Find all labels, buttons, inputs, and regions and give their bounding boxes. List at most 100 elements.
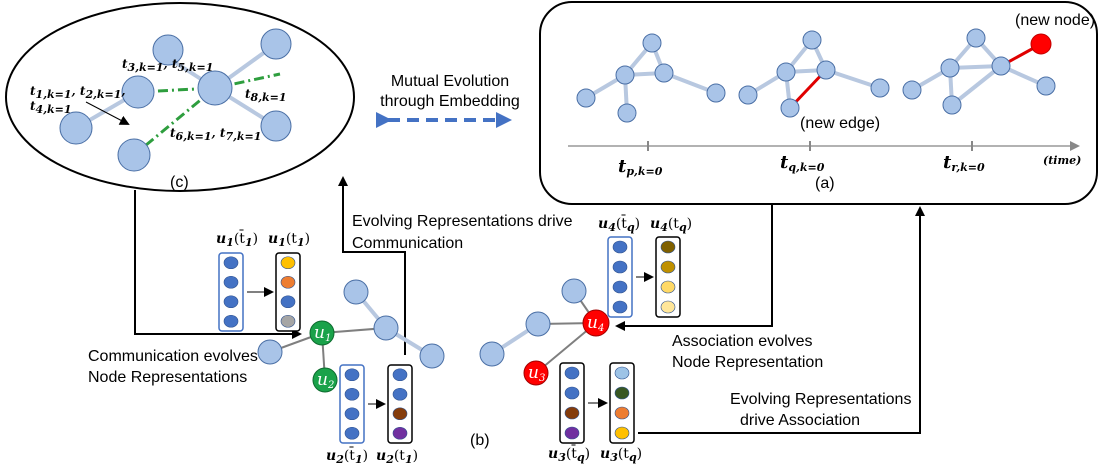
vector-cell bbox=[612, 280, 628, 294]
graph-node bbox=[776, 62, 796, 82]
vector-to-ellipse-arrow bbox=[338, 176, 406, 355]
new-edge-label: (new edge) bbox=[800, 115, 880, 132]
vector-cell bbox=[223, 295, 239, 309]
connectors bbox=[134, 176, 925, 434]
graph-node bbox=[1036, 76, 1056, 96]
u3-to-panel-a-arrow bbox=[638, 206, 925, 434]
vector-cell bbox=[280, 295, 296, 309]
node-u2 bbox=[312, 367, 338, 393]
graph-node bbox=[902, 80, 922, 100]
vector-cell bbox=[564, 366, 580, 380]
graph-node bbox=[257, 339, 283, 365]
vector-cell bbox=[612, 300, 628, 314]
node-u1-label: u1 bbox=[314, 323, 331, 344]
evolving-assoc-label: drive Association bbox=[740, 412, 860, 429]
graph-node bbox=[991, 56, 1011, 76]
graph-node bbox=[780, 98, 800, 118]
node-u4 bbox=[582, 309, 610, 337]
vector-label-u2-curr: u2(t1) bbox=[376, 448, 418, 466]
vector-cell bbox=[280, 314, 296, 328]
assoc-evolves-label: Association evolves bbox=[672, 333, 813, 350]
graph-node bbox=[479, 341, 505, 367]
node-u1 bbox=[309, 320, 335, 346]
graph-node bbox=[816, 60, 836, 80]
vector-cell bbox=[392, 368, 408, 382]
comm-evolves-label: Communication evolves bbox=[88, 348, 258, 365]
vector-u3-prev bbox=[559, 362, 585, 444]
vector-label-u2-prev: u2(t̄1) bbox=[326, 446, 368, 466]
graph-node bbox=[706, 83, 726, 103]
comm-event-label: t3,k=1, t5,k=1 bbox=[122, 57, 213, 74]
node-u3-label: u3 bbox=[528, 363, 545, 384]
graph-node bbox=[117, 138, 151, 172]
graph-node bbox=[942, 95, 962, 115]
mutual-evolution-label: Mutual Evolution bbox=[391, 73, 509, 90]
vector-u4-prev bbox=[607, 236, 633, 318]
node-u2-label: u2 bbox=[317, 370, 334, 391]
vector-cell bbox=[223, 256, 239, 270]
vector-u2-prev bbox=[339, 364, 365, 444]
comm-arrow bbox=[85, 101, 130, 125]
vector-cell bbox=[392, 407, 408, 421]
graph-node bbox=[642, 33, 662, 53]
graph-node bbox=[870, 78, 890, 98]
graph-node bbox=[260, 110, 292, 142]
time-label: (time) bbox=[1043, 154, 1081, 167]
comm-event-label: t6,k=1, t7,k=1 bbox=[170, 126, 261, 143]
vector-cell bbox=[392, 387, 408, 401]
snapshot-r-nodes bbox=[902, 28, 1056, 115]
assoc-evolves-label: Node Representation bbox=[672, 354, 823, 371]
vector-label-u3-prev: u3(t̄q) bbox=[548, 444, 590, 464]
ellipse-to-u1-arrow bbox=[134, 190, 302, 339]
graph-b-left: u1 u2 bbox=[257, 279, 445, 393]
snapshot-p-nodes bbox=[576, 33, 726, 123]
node-u4-label: u4 bbox=[587, 313, 604, 334]
vector-u4-curr bbox=[655, 236, 681, 318]
vector-cell bbox=[344, 387, 360, 401]
graph-node bbox=[576, 88, 596, 108]
vector-cell bbox=[612, 260, 628, 274]
graph-node bbox=[152, 34, 184, 66]
vector-cell bbox=[660, 280, 676, 294]
graph-node bbox=[738, 85, 758, 105]
vector-cell bbox=[564, 426, 580, 440]
graph-node bbox=[373, 315, 399, 341]
graph-node bbox=[617, 103, 637, 123]
evolving-comm-label: Communication bbox=[352, 235, 463, 252]
vector-u2-curr bbox=[387, 364, 413, 444]
panel-b-label: (b) bbox=[470, 432, 490, 449]
panel-c: t1,k=1, t2,k=1, t4,k=1 t3,k=1, t5,k=1 t8… bbox=[5, 2, 355, 192]
vector-cell bbox=[660, 260, 676, 274]
vector-cell bbox=[564, 386, 580, 400]
new-node bbox=[1030, 33, 1052, 55]
mutual-evolution: Mutual Evolution through Embedding bbox=[376, 73, 520, 128]
comm-evolves-label: Node Representations bbox=[88, 369, 247, 386]
graph-node bbox=[197, 70, 233, 106]
graph-node bbox=[940, 58, 960, 78]
new-node-label: (new node) bbox=[1015, 12, 1095, 29]
vector-cell bbox=[280, 275, 296, 289]
graph-node bbox=[615, 65, 635, 85]
graph-node bbox=[654, 63, 674, 83]
timeline-label-p: tp,k=0 bbox=[618, 156, 663, 178]
vector-u1-prev bbox=[218, 252, 244, 332]
graph-node bbox=[966, 28, 986, 48]
node-u3 bbox=[523, 360, 549, 386]
vector-cell bbox=[660, 240, 676, 254]
vector-label-u4-prev: u4(t̄q) bbox=[598, 214, 640, 234]
vector-label-u4-curr: u4(tq) bbox=[650, 216, 692, 234]
panel-a: (new edge) (new node) tp,k=0 bbox=[539, 1, 1098, 205]
graph-node bbox=[121, 75, 155, 109]
vector-label-u1-prev: u1(t̄1) bbox=[216, 229, 258, 249]
comm-event-label: t8,k=1 bbox=[245, 87, 287, 104]
vector-u3-curr bbox=[609, 362, 635, 444]
panel-c-label: (c) bbox=[170, 174, 189, 191]
evolving-comm-label: Evolving Representations drive bbox=[352, 213, 573, 230]
graph-b-right: u4 u3 bbox=[479, 278, 610, 386]
vector-cell bbox=[614, 366, 630, 380]
evolving-assoc-label: Evolving Representations bbox=[730, 391, 911, 408]
panel-a-box bbox=[539, 1, 1098, 205]
graph-node bbox=[260, 28, 292, 60]
vector-cell bbox=[660, 300, 676, 314]
